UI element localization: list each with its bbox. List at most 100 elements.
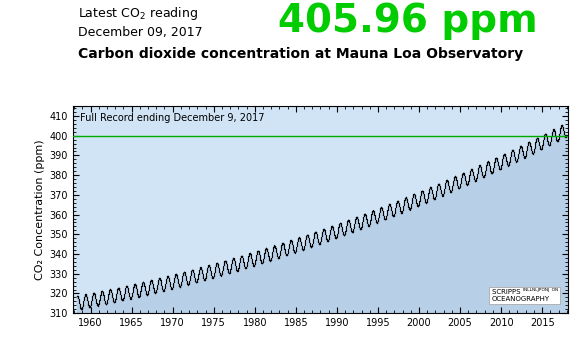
Point [215,271,224,277]
Point [93,302,103,308]
Point [541,131,550,136]
Point [427,188,436,193]
Point [154,277,163,283]
Point [419,194,429,200]
Point [265,257,274,263]
Point [171,271,180,277]
Point [360,211,369,217]
Point [282,252,292,258]
Point [336,220,345,226]
Point [529,150,538,156]
Point [490,161,499,167]
Point [376,205,386,210]
Point [140,286,150,292]
Point [425,185,434,191]
Point [161,281,170,287]
Point [307,243,317,249]
Point [503,162,512,167]
Point [102,300,111,306]
Point [467,166,476,172]
Point [392,199,401,205]
Point [304,235,313,240]
Point [206,269,215,275]
Point [291,247,300,253]
Point [245,251,254,256]
Point [395,204,404,210]
Point [204,263,213,268]
Point [200,277,209,283]
Point [346,223,355,228]
Point [148,281,157,286]
Point [473,170,482,175]
Point [429,194,438,200]
Point [132,285,141,290]
Point [533,135,542,141]
Point [135,293,144,299]
Point [302,232,311,238]
Point [413,203,422,208]
Point [204,263,213,268]
Point [296,237,305,243]
Point [184,279,194,285]
Point [325,233,334,238]
Point [117,295,126,300]
Point [161,279,171,285]
Point [456,176,466,182]
Point [118,297,128,302]
Point [164,274,173,279]
Point [242,262,252,267]
Point [317,231,327,237]
Point [445,187,454,192]
Point [386,203,395,209]
Point [454,184,463,190]
Point [503,163,513,168]
Point [492,156,502,162]
Point [506,155,515,161]
Point [449,177,458,183]
Point [419,191,428,197]
Point [176,282,186,288]
Point [259,254,269,260]
Point [549,127,558,132]
Point [551,132,560,137]
Point [312,231,321,237]
Point [302,232,311,238]
Point [112,289,121,295]
Point [333,228,342,234]
Point [537,145,546,151]
Point [205,263,214,269]
Point [331,235,340,240]
Point [273,253,282,259]
Point [296,239,305,244]
Point [346,227,356,233]
Point [485,163,494,168]
Point [267,252,277,257]
Point [345,220,354,226]
Point [144,287,153,293]
Point [310,230,319,236]
Point [510,157,520,162]
Point [218,268,227,274]
Point [213,261,222,267]
Point [85,304,94,310]
Point [478,172,487,177]
Point [469,171,478,176]
Point [317,230,327,235]
Point [281,252,291,258]
Point [523,145,532,151]
Point [445,186,454,191]
Point [347,229,357,235]
Point [332,233,342,239]
Point [346,224,355,230]
Point [394,201,404,206]
Point [418,188,427,193]
Point [118,297,128,303]
Point [465,174,474,180]
Point [492,156,502,161]
Point [415,200,424,206]
Point [423,193,433,199]
Point [512,158,521,164]
Point [183,281,192,287]
Point [298,245,307,251]
Point [443,179,452,184]
